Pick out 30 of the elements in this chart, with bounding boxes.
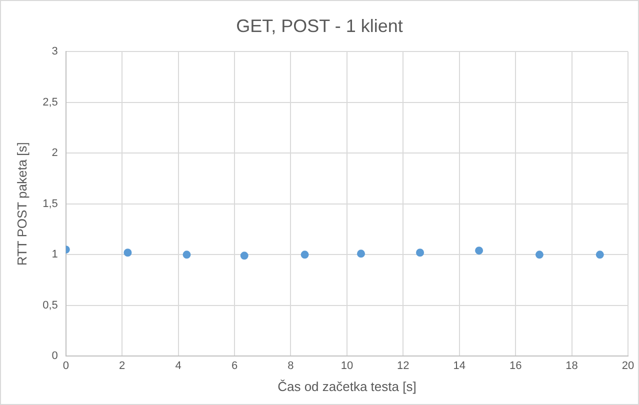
x-tick-label: 8 xyxy=(288,360,294,372)
y-tick-label: 1 xyxy=(52,248,58,261)
x-tick-label: 6 xyxy=(231,360,238,372)
y-tick-label: 2,5 xyxy=(42,96,58,108)
point xyxy=(240,252,248,260)
point xyxy=(535,250,544,259)
y-tick-label: 0 xyxy=(52,350,58,362)
point xyxy=(300,250,309,259)
x-tick-label: 2 xyxy=(119,360,126,372)
x-tick-label: 4 xyxy=(175,360,182,372)
x-tick-label: 20 xyxy=(622,360,634,372)
x-tick-label: 0 xyxy=(62,360,69,372)
y-tick-label: 0,5 xyxy=(42,299,58,312)
x-tick-label: 10 xyxy=(340,360,354,372)
y-tick-label: 1,5 xyxy=(42,198,58,210)
x-tick-label: 18 xyxy=(566,360,578,372)
x-tick-label: 14 xyxy=(453,360,466,372)
point xyxy=(416,248,424,257)
chart-title: GET, POST - 1 klient xyxy=(236,16,403,36)
y-tick-label: 3 xyxy=(52,46,58,58)
point xyxy=(182,250,191,259)
point xyxy=(357,250,365,258)
point xyxy=(475,246,484,255)
y-tick-label: 2 xyxy=(52,147,58,160)
point xyxy=(596,250,604,259)
point xyxy=(124,248,132,257)
y-axis-title: RTT POST paketa [s] xyxy=(14,142,30,266)
x-tick-label: 16 xyxy=(509,360,522,372)
x-axis-title: Čas od začetka testa [s] xyxy=(278,378,416,394)
x-tick-label: 12 xyxy=(397,360,410,372)
